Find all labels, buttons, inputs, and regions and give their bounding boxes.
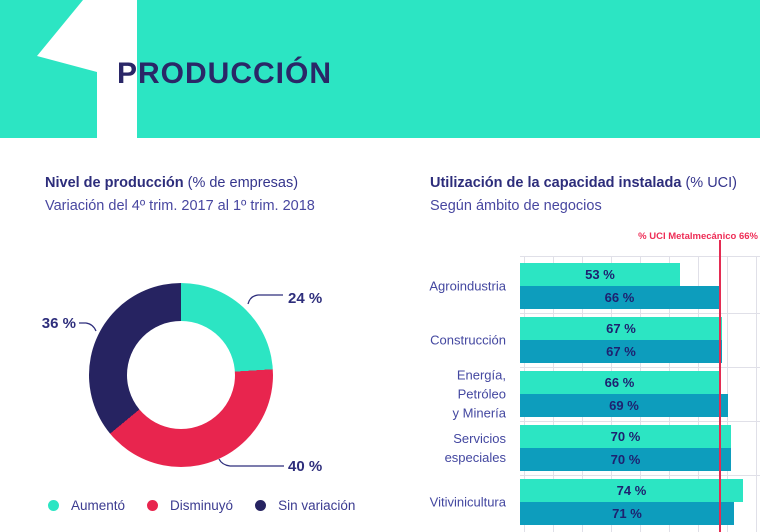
bar-serie-inferior: 67 % [520,340,722,363]
gridline-horizontal [520,367,760,368]
bar-value: 69 % [609,398,639,413]
bars-section-title-bold: Utilización de la capacidad instalada [430,175,682,191]
bar-value: 70 % [610,429,641,444]
bar-value: 67 % [606,321,636,336]
reference-line-label: % UCI Metalmecánico 66% [638,231,758,242]
bar-value: 67 % [606,344,636,359]
donut-hole [127,321,235,429]
bar-value: 71 % [612,506,642,521]
bar-value: 53 % [585,267,615,282]
numeral-one [37,0,137,138]
legend-label: Disminuyó [170,498,234,513]
reference-line [719,240,721,532]
bar-serie-inferior: 66 % [520,286,719,309]
gridline-horizontal [520,313,760,314]
bar-serie-superior: 53 % [520,263,680,286]
gridline-horizontal [520,475,760,476]
bars-labels: Agroindustria Construcción Energía, Petról… [420,256,513,532]
bars-section-subtitle: Según ámbito de negocios [430,198,602,214]
gridline-horizontal [520,421,760,422]
category-label: Energía, Petróleo y Minería [452,367,506,421]
bar-serie-superior: 67 % [520,317,722,340]
bar-value: 66 % [604,375,635,390]
donut-legend: Aumentó Disminuyó Sin variación [48,498,355,513]
donut-section-title: Nivel de producción (% de empresas) [45,175,298,191]
bar-value: 74 % [616,483,647,498]
donut-value-disminuyo: 40 % [288,458,323,475]
legend-dot-icon [48,500,59,511]
bars-plot: 53 % 66 % 67 % 67 % 66 % 69 % 70 % 70 % 74 % 71 % [520,240,760,532]
bar-serie-inferior: 69 % [520,394,728,417]
donut-section-subtitle: Variación del 4º trim. 2017 al 1º trim. … [45,198,315,214]
bar-serie-inferior: 70 % [520,448,731,471]
category-label: Vitivinicultura [429,494,506,510]
legend-item-1: Disminuyó [147,498,233,513]
bar-serie-superior: 70 % [520,425,731,448]
donut-section-title-bold: Nivel de producción [45,175,184,191]
legend-label: Aumentó [71,498,126,513]
category-label: Construcción [430,332,506,348]
donut-value-aumento: 24 % [288,290,323,307]
gridline-horizontal [520,256,760,257]
legend-item-0: Aumentó [48,498,125,513]
donut-value-sin-variacion: 36 % [41,315,76,332]
page-title: PRODUCCIÓN [117,57,333,90]
donut-leader-lines [79,294,284,467]
bar-serie-inferior: 71 % [520,502,734,525]
donut-section-title-normal: (% de empresas) [183,175,299,191]
legend-dot-icon [255,500,267,511]
bar-value: 70 % [610,452,641,467]
legend-dot-icon [147,500,159,511]
bars-section-title-normal: (% UCI) [681,175,738,191]
legend-item-2: Sin variación [255,498,355,513]
bar-value: 66 % [604,290,635,305]
category-label: Agroindustria [429,278,506,294]
bar-serie-superior: 74 % [520,479,743,502]
legend-label: Sin variación [278,498,356,513]
category-label: Servicios especiales [444,431,506,465]
bars-section-title: Utilización de la capacidad instalada (%… [430,175,737,191]
bar-serie-superior: 66 % [520,371,719,394]
